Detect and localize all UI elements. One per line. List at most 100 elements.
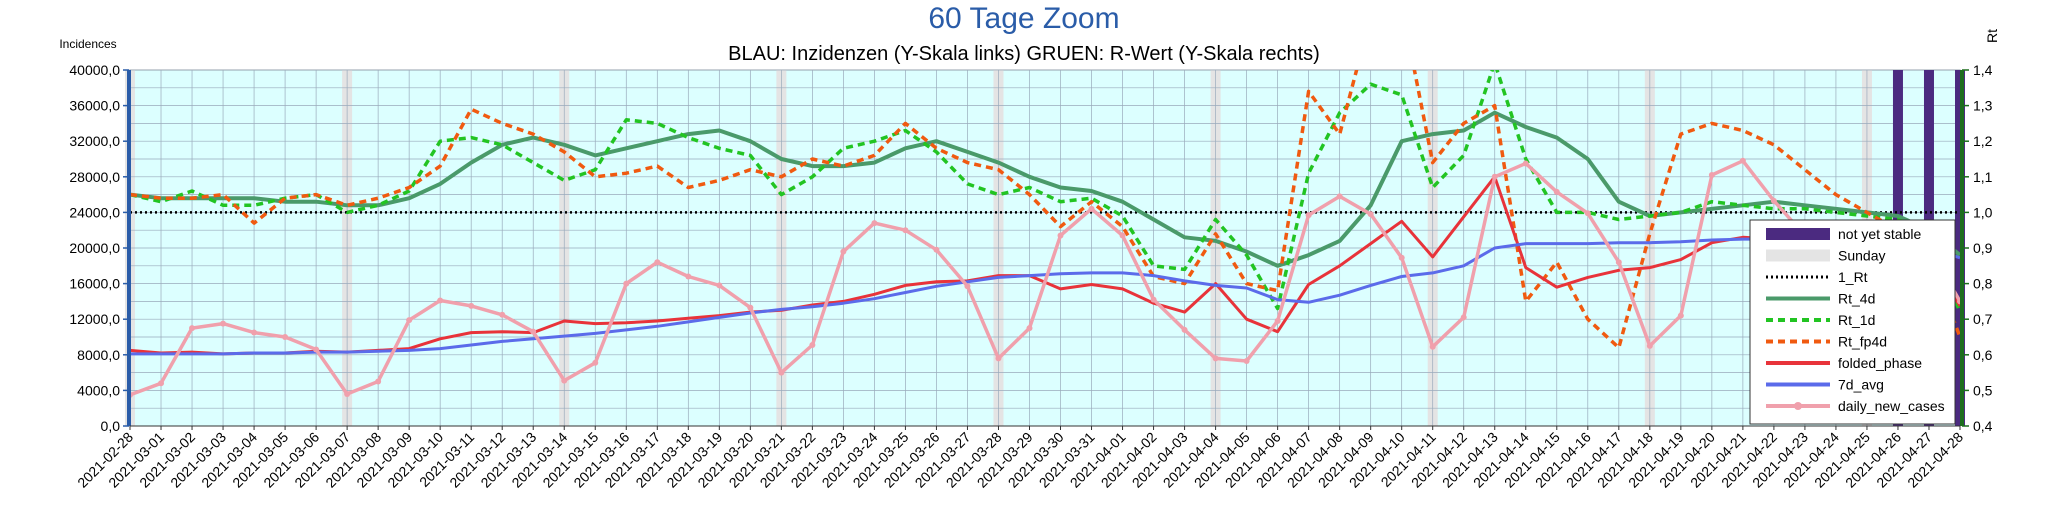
data-point-daily-new-cases [685, 273, 692, 280]
y-axis-right-ticks: 0,4 0,5 0,6 0,7 0,8 0,9 1,0 1,1 1,2 1,3 1,4 [1962, 62, 1993, 434]
data-point-daily-new-cases [1429, 343, 1436, 350]
data-point-daily-new-cases [871, 220, 878, 227]
legend-label-1-rt: 1_Rt [1838, 269, 1868, 285]
data-point-daily-new-cases [809, 342, 816, 349]
data-point-daily-new-cases [189, 325, 196, 332]
data-point-daily-new-cases [840, 248, 847, 255]
y-left-tick-label: 28000,0 [69, 169, 120, 185]
y-right-tick-label: 1,1 [1973, 169, 1993, 185]
data-point-daily-new-cases [995, 355, 1002, 362]
data-point-daily-new-cases [1522, 160, 1529, 167]
y-right-tick-label: 0,6 [1973, 347, 1993, 363]
y-axis-left-ticks: 0,0 4000,0 8000,0 12000,0 16000,0 20000,0 2400… [69, 62, 129, 434]
legend-label-rt-fp4d: Rt_fp4d [1838, 334, 1887, 350]
y-left-tick-label: 40000,0 [69, 62, 120, 78]
data-point-daily-new-cases [747, 304, 754, 311]
y-right-tick-label: 1,4 [1973, 62, 1993, 78]
data-point-daily-new-cases [592, 359, 599, 366]
y-right-tick-label: 1,2 [1973, 133, 1993, 149]
data-point-daily-new-cases [1057, 232, 1064, 239]
y-axis-right-label: Rt [1984, 29, 2000, 43]
data-point-daily-new-cases [468, 302, 475, 309]
series-line-rt-fp4d [130, 70, 1960, 350]
y-left-tick-label: 16000,0 [69, 276, 120, 292]
data-point-daily-new-cases [1491, 173, 1498, 180]
y-right-tick-label: 0,5 [1973, 382, 1993, 398]
data-point-daily-new-cases [220, 320, 227, 327]
y-left-tick-label: 0,0 [101, 418, 121, 434]
legend-label-7d-avg: 7d_avg [1838, 377, 1884, 393]
data-point-daily-new-cases [561, 377, 568, 384]
y-right-tick-label: 0,7 [1973, 311, 1993, 327]
data-point-daily-new-cases [902, 227, 909, 234]
data-point-daily-new-cases [1460, 314, 1467, 321]
data-point-daily-new-cases [1367, 211, 1374, 218]
data-point-daily-new-cases [716, 282, 723, 289]
y-left-tick-label: 32000,0 [69, 133, 120, 149]
y-left-tick-label: 12000,0 [69, 311, 120, 327]
data-point-daily-new-cases [964, 283, 971, 290]
data-point-daily-new-cases [1212, 355, 1219, 362]
y-left-tick-label: 20000,0 [69, 240, 120, 256]
y-right-tick-label: 1,0 [1973, 204, 1993, 220]
data-point-daily-new-cases [1708, 172, 1715, 179]
data-point-daily-new-cases [1646, 342, 1653, 349]
data-point-daily-new-cases [1615, 259, 1622, 266]
data-point-daily-new-cases [1274, 317, 1281, 324]
legend: not yet stable Sunday 1_Rt Rt_4d Rt_1d Rt_fp4… [1749, 219, 1956, 425]
data-point-daily-new-cases [1088, 205, 1095, 212]
y-left-tick-label: 8000,0 [77, 347, 120, 363]
data-point-daily-new-cases [1336, 193, 1343, 200]
legend-swatch-sunday [1766, 249, 1830, 262]
data-point-daily-new-cases [623, 280, 630, 287]
series-line-daily-new-cases [130, 159, 1960, 397]
data-point-daily-new-cases [1553, 188, 1560, 195]
data-point-daily-new-cases [1150, 296, 1157, 303]
legend-label-daily-new-cases: daily_new_cases [1838, 398, 1945, 414]
legend-label-not-yet-stable: not yet stable [1838, 226, 1921, 242]
data-point-daily-new-cases [1770, 197, 1777, 204]
data-point-daily-new-cases [654, 259, 661, 266]
data-point-daily-new-cases [1677, 312, 1684, 319]
grid [129, 69, 1961, 427]
data-point-daily-new-cases [1398, 254, 1405, 261]
y-left-tick-label: 24000,0 [69, 204, 120, 220]
series-line-7d-avg [130, 237, 1960, 356]
data-point-daily-new-cases [1119, 232, 1126, 239]
data-point-daily-new-cases [406, 317, 413, 324]
data-point-daily-new-cases [251, 329, 258, 336]
data-point-daily-new-cases [282, 334, 289, 340]
y-right-tick-label: 0,9 [1973, 240, 1993, 256]
data-point-daily-new-cases [1739, 157, 1746, 164]
data-point-daily-new-cases [1243, 358, 1250, 365]
legend-label-rt-4d: Rt_4d [1838, 291, 1875, 307]
data-point-daily-new-cases [313, 346, 320, 353]
y-right-tick-label: 0,8 [1973, 276, 1993, 292]
chart-title: 60 Tage Zoom [928, 2, 1119, 35]
data-point-daily-new-cases [1181, 326, 1188, 333]
y-right-tick-label: 0,4 [1973, 418, 1993, 434]
legend-label-folded-phase: folded_phase [1838, 355, 1922, 371]
data-point-daily-new-cases [1026, 325, 1033, 332]
data-point-daily-new-cases [1957, 298, 1960, 305]
data-point-daily-new-cases [375, 378, 382, 385]
data-point-daily-new-cases [778, 369, 785, 376]
y-left-tick-label: 4000,0 [77, 382, 120, 398]
data-point-daily-new-cases [344, 390, 351, 397]
y-left-tick-label: 36000,0 [69, 98, 120, 114]
y-axis-left-label: Incidences [59, 37, 116, 51]
data-point-daily-new-cases [1584, 210, 1591, 217]
y-right-tick-label: 1,3 [1973, 98, 1993, 114]
series-lines [130, 70, 1960, 398]
legend-label-rt-1d: Rt_1d [1838, 312, 1875, 328]
data-point-daily-new-cases [158, 380, 165, 387]
data-point-daily-new-cases [933, 246, 940, 253]
legend-marker-daily-new-cases [1794, 402, 1802, 410]
data-point-daily-new-cases [499, 311, 506, 318]
x-axis-ticks: 2021-02-282021-03-012021-03-022021-03-03… [74, 426, 1966, 491]
legend-label-sunday: Sunday [1838, 248, 1885, 264]
data-point-daily-new-cases [1305, 212, 1312, 219]
data-point-daily-new-cases [530, 328, 537, 335]
chart-subtitle: BLAU: Inzidenzen (Y-Skala links) GRUEN: … [728, 43, 1320, 65]
